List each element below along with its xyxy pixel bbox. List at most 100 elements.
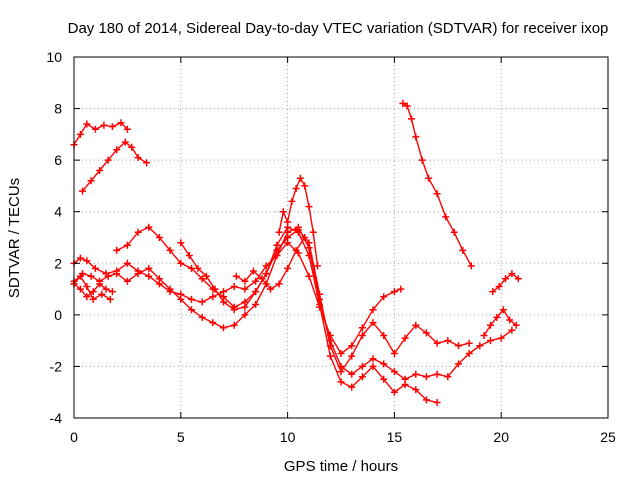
data-point [467,262,475,270]
data-point [134,228,142,236]
y-tick-label: -4 [50,410,63,426]
data-point [230,283,238,290]
data-point [514,275,522,283]
series-arc-11 [489,270,522,296]
data-point [198,275,206,283]
series-arc-1 [70,119,131,149]
data-point [220,298,227,306]
data-point [309,228,317,236]
data-point [314,262,321,270]
data-point [211,285,219,293]
data-point [232,272,240,280]
data-point [459,246,467,254]
data-point [113,246,121,254]
data-point [316,290,324,298]
data-point [301,234,309,241]
data-point [275,228,283,236]
series-arc-13 [232,234,309,293]
data-point [202,272,210,280]
data-point [128,143,136,151]
data-point [96,277,104,285]
data-point [487,321,494,329]
data-point [390,288,398,296]
y-tick-label: 0 [54,307,62,323]
data-point [348,383,356,391]
data-point [433,399,441,406]
data-point [480,332,488,339]
data-point [177,259,185,267]
data-point [188,264,195,272]
data-point [442,213,450,221]
data-point [198,298,206,306]
data-point [123,277,131,285]
data-point [455,342,462,350]
data-point [98,290,106,298]
data-point [390,388,398,396]
series-trace [402,102,472,267]
data-point [284,218,292,226]
data-point [249,267,257,275]
data-point [292,185,300,192]
data-point [422,329,430,337]
data-point [188,295,195,303]
y-axis-label: SDTVAR / TECUs [6,178,23,298]
series-arc-5 [70,239,405,357]
data-point [155,234,163,241]
data-point [508,270,516,278]
data-point [499,306,507,314]
data-point [337,378,345,386]
data-point [155,275,163,283]
data-point [123,259,131,267]
data-point [284,264,292,272]
data-point [241,311,249,319]
data-point [123,125,131,133]
data-point [252,277,260,285]
series-arc-3 [70,280,116,301]
data-point [123,241,131,249]
data-point [241,303,249,311]
series-arc-10 [399,99,475,270]
data-point [450,228,458,236]
data-point [399,99,407,107]
data-point [337,350,345,357]
series-trace [73,242,402,355]
data-point [113,270,121,278]
data-point [358,332,366,339]
series-trace [278,177,319,267]
data-point [358,373,366,381]
data-point [369,306,377,314]
data-point [177,295,185,303]
data-point [444,373,452,381]
data-point [79,187,86,195]
series-arc-2 [79,138,151,195]
data-point [444,337,452,345]
data-point [455,360,462,368]
grid [74,57,608,418]
data-point [185,252,193,259]
data-point [76,285,84,293]
data-point [288,197,296,205]
data-point [145,272,153,280]
data-point [305,272,313,280]
x-tick-label: 20 [493,429,509,445]
data-point [401,334,409,342]
data-point [241,285,249,293]
x-tick-label: 15 [387,429,403,445]
data-point [104,272,112,280]
data-point [134,270,142,278]
data-point [83,293,91,301]
data-point [369,319,377,327]
y-tick-label: -2 [50,358,63,374]
data-point [220,324,227,332]
data-point [412,370,420,378]
data-point [87,177,95,185]
data-point [108,288,116,296]
data-point [433,190,441,198]
data-point [358,324,366,332]
data-point [177,239,185,247]
data-point [284,234,292,241]
data-point [305,203,313,211]
data-point [145,223,153,231]
data-point [91,264,99,272]
